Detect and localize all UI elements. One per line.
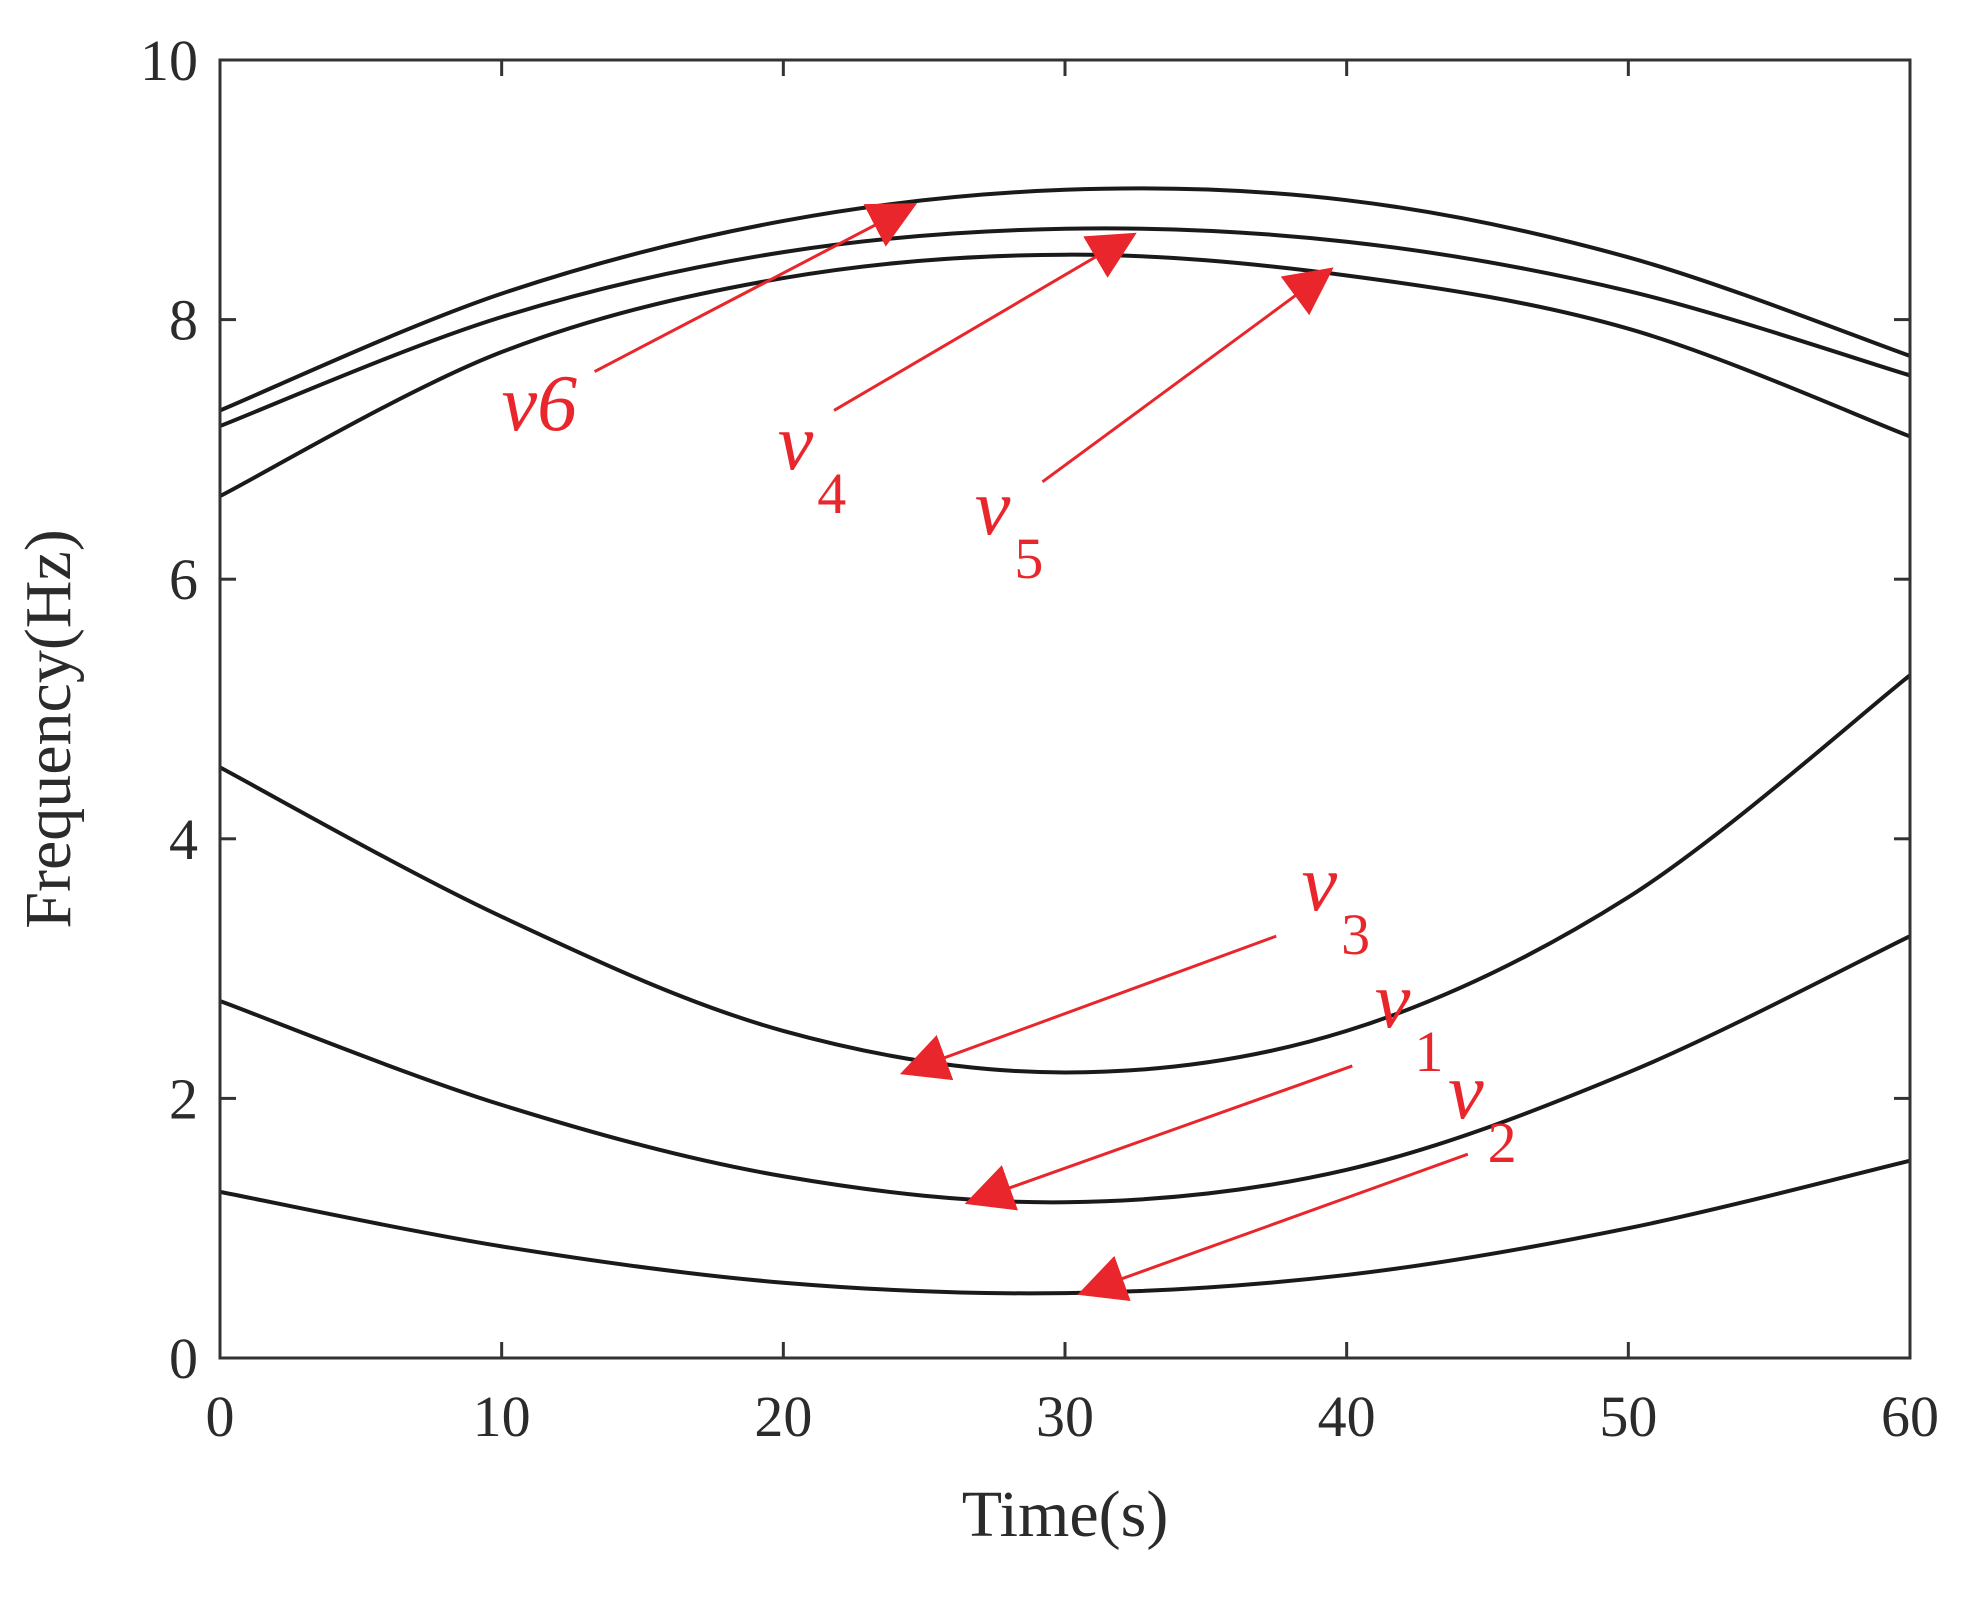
y-tick-label: 2 [169, 1066, 198, 1131]
y-tick-label: 8 [169, 288, 198, 353]
curves-group [219, 186, 1912, 1296]
arrow-v6 [593, 203, 918, 373]
x-axis-label: Time(s) [962, 1478, 1169, 1551]
annotation-subscript: 3 [1341, 902, 1370, 967]
annotation-subscript: 4 [817, 461, 846, 526]
annotation-base: v [778, 399, 814, 487]
arrow-v1 [964, 1064, 1353, 1211]
y-axis-tick-labels: 0 2 4 6 8 10 [140, 28, 198, 1391]
x-tick-label: 60 [1881, 1384, 1939, 1449]
annotation-base: v [1375, 957, 1411, 1045]
annotation-subscript: 2 [1488, 1110, 1517, 1175]
annotation-label-v2: v2 [1448, 1048, 1517, 1175]
x-tick-label: 40 [1318, 1384, 1376, 1449]
annotation-label-v4: v4 [778, 399, 847, 526]
annotation-label-v5: v5 [975, 464, 1044, 591]
y-tick-label: 0 [169, 1326, 198, 1391]
curve-v3 [219, 673, 1912, 1075]
x-axis-ticks [218, 60, 1912, 1358]
x-tick-label: 30 [1036, 1384, 1094, 1449]
arrow-v5 [1041, 267, 1334, 484]
y-tick-label: 10 [140, 28, 198, 93]
curve-v1 [219, 934, 1911, 1205]
y-axis-ticks [220, 58, 1910, 1360]
x-tick-label: 50 [1599, 1384, 1657, 1449]
annotation-base: v [1302, 840, 1338, 928]
annotation-label-v6: v6 [502, 360, 578, 448]
arrow-v4 [833, 232, 1137, 412]
curve-v4 [219, 226, 1911, 428]
annotation-subscript: 5 [1014, 526, 1043, 591]
x-tick-label: 10 [473, 1384, 531, 1449]
curve-v6 [219, 186, 1911, 413]
y-tick-label: 6 [169, 547, 198, 612]
x-tick-label: 20 [754, 1384, 812, 1449]
annotation-base: v [975, 464, 1011, 552]
y-axis-label: Frequency(Hz) [12, 529, 85, 928]
x-tick-label: 0 [206, 1384, 235, 1449]
annotation-label-v3: v3 [1302, 840, 1371, 967]
x-axis-tick-labels: 0 10 20 30 40 50 60 [206, 1384, 1940, 1449]
y-tick-label: 4 [169, 807, 198, 872]
annotation-base: v6 [502, 360, 578, 448]
annotation-label-v1: v1 [1375, 957, 1444, 1084]
arrow-v3 [899, 934, 1277, 1081]
annotation-base: v [1448, 1048, 1484, 1136]
arrow-v2 [1077, 1152, 1469, 1302]
curve-v5 [219, 252, 1911, 498]
annotation-subscript: 1 [1414, 1019, 1443, 1084]
curve-v2 [219, 1158, 1911, 1296]
